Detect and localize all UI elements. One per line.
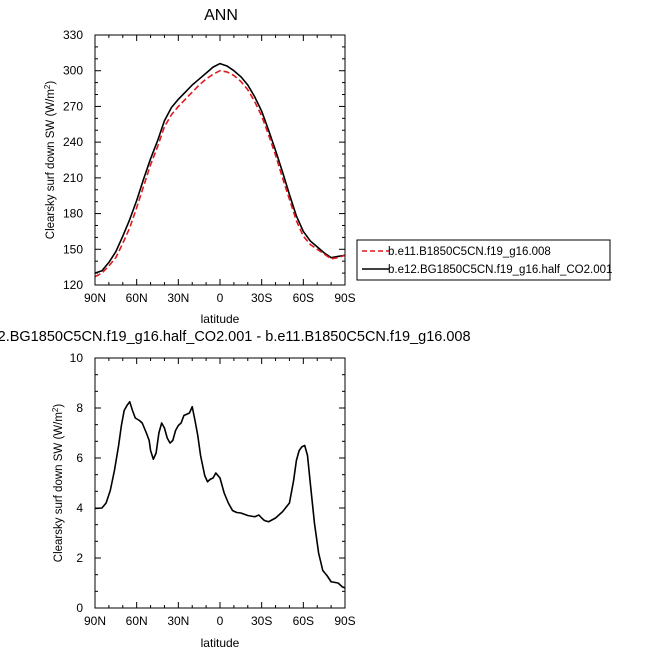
top-chart: ANN 90N 60N 30N 0 30S 60S 90S 120 150 180 210 240 27… bbox=[43, 7, 613, 326]
top-x-tick-label: 30N bbox=[167, 291, 189, 305]
bottom-chart: b.e12.BG1850C5CN.f19_g16.half_CO2.001 - … bbox=[0, 329, 471, 650]
legend-label-series-1: b.e11.B1850C5CN.f19_g16.008 bbox=[388, 246, 551, 258]
bottom-plot-frame bbox=[94, 357, 346, 609]
legend-label-series-2: b.e12.BG1850C5CN.f19_g16.half_CO2.001 bbox=[388, 264, 612, 276]
bottom-x-tick-label: 90S bbox=[334, 614, 355, 628]
bottom-series-line-1 bbox=[94, 400, 346, 589]
bottom-chart-title: b.e12.BG1850C5CN.f19_g16.half_CO2.001 - … bbox=[0, 329, 471, 345]
bottom-y-tick-label: 6 bbox=[76, 451, 83, 465]
bottom-x-tick-label: 60N bbox=[126, 614, 148, 628]
bottom-y-tick-label: 0 bbox=[76, 601, 83, 615]
top-x-tick-label: 90N bbox=[84, 291, 106, 305]
top-y-tick-label: 300 bbox=[63, 64, 83, 78]
top-series-line-1 bbox=[94, 69, 346, 278]
legend-box bbox=[356, 239, 611, 281]
bottom-y-tick-label: 2 bbox=[76, 551, 83, 565]
bottom-x-axis-label: latitude bbox=[201, 636, 240, 650]
top-plot-frame bbox=[94, 34, 346, 286]
bottom-y-tick-label: 10 bbox=[70, 351, 84, 365]
bottom-plot-area: 90N 60N 30N 0 30S 60S 90S 0 2 4 6 8 10 bbox=[70, 351, 356, 628]
top-y-axis-label-close: ) bbox=[45, 81, 57, 85]
bottom-y-tick-label: 8 bbox=[76, 401, 83, 415]
top-y-tick-label: 240 bbox=[63, 135, 83, 149]
top-y-tick-label: 210 bbox=[63, 171, 83, 185]
top-series-line-2 bbox=[94, 62, 346, 274]
bottom-y-axis-label-close: ) bbox=[53, 404, 65, 408]
bottom-x-tick-label: 30N bbox=[167, 614, 189, 628]
top-y-tick-label: 150 bbox=[63, 242, 83, 256]
bottom-x-tick-label: 0 bbox=[217, 614, 224, 628]
bottom-y-axis-label-sup: 2 bbox=[51, 407, 60, 412]
top-x-tick-label: 90S bbox=[334, 291, 355, 305]
top-y-axis-label-sup: 2 bbox=[43, 84, 52, 89]
top-y-tick-label: 120 bbox=[63, 278, 83, 292]
top-y-tick-label: 270 bbox=[63, 99, 83, 113]
bottom-y-axis-label: Clearsky surf down SW (W/m2) bbox=[51, 404, 66, 563]
top-x-tick-label: 60N bbox=[126, 291, 148, 305]
bottom-x-tick-label: 60S bbox=[293, 614, 314, 628]
bottom-x-tick-label: 90N bbox=[84, 614, 106, 628]
top-x-axis-label: latitude bbox=[201, 312, 240, 326]
bottom-x-tick-label: 30S bbox=[251, 614, 272, 628]
top-y-tick-label: 330 bbox=[63, 28, 83, 42]
top-plot-area: 90N 60N 30N 0 30S 60S 90S 120 150 180 210 240 270 300… bbox=[63, 28, 356, 305]
legend: b.e11.B1850C5CN.f19_g16.008 b.e12.BG1850… bbox=[356, 239, 612, 281]
top-chart-title: ANN bbox=[204, 7, 238, 24]
top-y-axis-label: Clearsky surf down SW (W/m2) bbox=[43, 81, 58, 240]
top-x-tick-label: 60S bbox=[293, 291, 314, 305]
bottom-y-tick-label: 4 bbox=[76, 501, 83, 515]
top-x-tick-label: 30S bbox=[251, 291, 272, 305]
top-y-tick-label: 180 bbox=[63, 207, 83, 221]
bottom-y-axis-label-text: Clearsky surf down SW (W/m bbox=[53, 412, 65, 562]
top-y-axis-label-text: Clearsky surf down SW (W/m bbox=[45, 89, 57, 239]
top-x-tick-label: 0 bbox=[217, 291, 224, 305]
